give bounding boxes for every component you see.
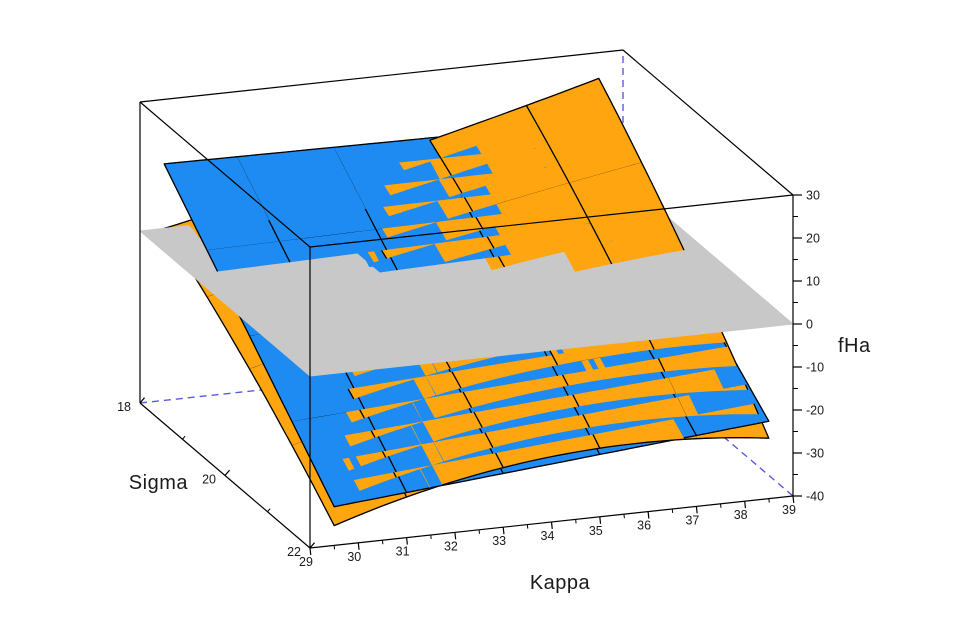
sigma-axis-label: Sigma xyxy=(129,472,189,494)
fha-tick--40: -40 xyxy=(806,490,824,504)
sigma-tick-18: 18 xyxy=(117,400,131,414)
fha-tick-0: 0 xyxy=(806,318,813,332)
kappa-tick-39: 39 xyxy=(782,503,796,517)
fha-tick-20: 20 xyxy=(806,232,820,246)
box-and-axes: 29 30 31 32 33 34 35 36 37 38 39 18 20 22 30 20 10 0 -10 -2… xyxy=(117,49,824,569)
sigma-tick-20: 20 xyxy=(202,473,216,487)
kappa-tick-31: 31 xyxy=(396,545,410,559)
fha-tick--10: -10 xyxy=(806,361,824,375)
fha-tick-10: 10 xyxy=(806,275,820,289)
fha-tick-30: 30 xyxy=(806,189,820,203)
box-edge-1 xyxy=(622,49,794,196)
kappa-axis-label: Kappa xyxy=(530,572,591,594)
kappa-tick-37: 37 xyxy=(685,513,699,527)
kappa-tick-34: 34 xyxy=(541,529,555,543)
fha-tick--30: -30 xyxy=(806,447,824,461)
axis-labels: Sigma Kappa fHa xyxy=(129,335,871,594)
sigma-tick-22: 22 xyxy=(287,545,301,559)
kappa-tick-32: 32 xyxy=(444,539,458,553)
kappa-tick-36: 36 xyxy=(637,519,651,533)
surfaces-and-plane xyxy=(139,77,794,527)
kappa-tick-30: 30 xyxy=(347,550,361,564)
kappa-tick-35: 35 xyxy=(589,524,603,538)
box-edge-2 xyxy=(309,194,794,248)
fha-tick--20: -20 xyxy=(806,404,824,418)
kappa-tick-38: 38 xyxy=(734,508,748,522)
plot-render-root: 29 30 31 32 33 34 35 36 37 38 39 18 20 22 30 20 10 0 -10 -2… xyxy=(117,49,824,569)
kappa-tick-29: 29 xyxy=(299,555,313,569)
kappa-tick-33: 33 xyxy=(492,534,506,548)
box-edge-0 xyxy=(139,49,624,103)
fha-axis-label: fHa xyxy=(838,335,871,357)
box-edge-3 xyxy=(139,101,311,248)
